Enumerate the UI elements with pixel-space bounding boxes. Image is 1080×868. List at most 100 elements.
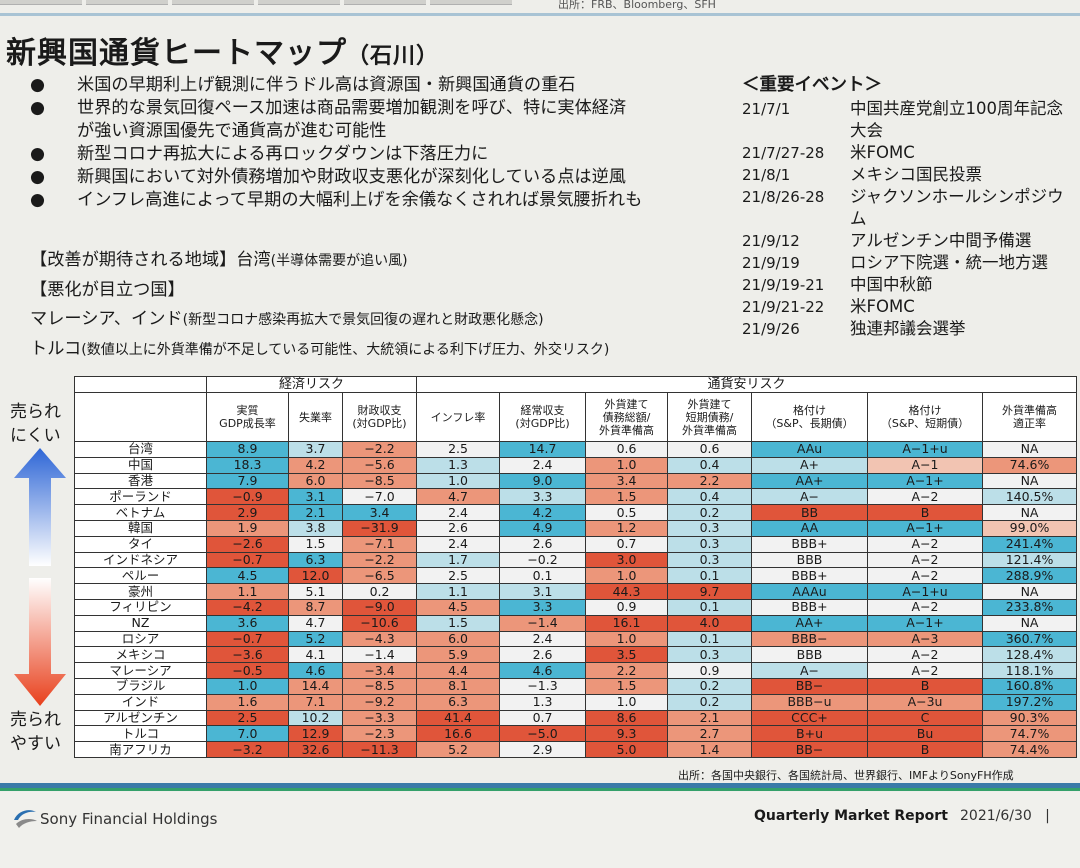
heat-cell: A−1+u (867, 441, 984, 458)
heat-cell: −1.3 (499, 677, 587, 695)
country-cell: インド (74, 693, 207, 711)
table-row: ロシア −0.7 5.2 −4.3 6.0 2.4 1.0 0.1 BBB− A−3 360.7% (74, 630, 1078, 648)
column-header-line: 実質 (236, 404, 259, 417)
event-date: 21/8/26-28 (742, 188, 825, 206)
heat-cell: 0.9 (585, 598, 669, 616)
heat-cell: A−1+u (867, 583, 984, 600)
column-header-line: （S&P、長期債） (765, 417, 854, 430)
table-row: ブラジル 1.0 14.4 −8.5 8.1 −1.3 1.5 0.2 BB− B 160.8% (74, 677, 1078, 695)
heat-cell: 8.9 (206, 441, 289, 458)
heat-cell: −10.6 (341, 614, 418, 632)
heat-cell: 1.6 (206, 693, 289, 711)
heat-cell: 0.4 (667, 456, 753, 474)
table-row: 台湾 8.9 3.7 −2.2 2.5 14.7 0.6 0.6 AAu A−1+u NA (74, 441, 1078, 458)
heat-cell: 3.5 (585, 646, 669, 664)
axis-top-line2: にくい (10, 426, 61, 446)
heat-cell: 2.6 (499, 535, 587, 553)
heat-cell: 2.2 (585, 662, 669, 679)
heat-cell: 0.3 (667, 646, 753, 664)
heat-cell: 0.3 (667, 551, 753, 569)
heat-cell: 2.1 (288, 504, 343, 521)
heat-cell: A−2 (867, 567, 984, 585)
heat-cell: A−1+ (867, 472, 984, 490)
event-date: 21/9/21-22 (742, 298, 825, 316)
footer (0, 792, 1080, 868)
heat-cell: 0.1 (499, 567, 587, 585)
heat-cell: −11.3 (341, 741, 418, 758)
event-text: 中国共産党創立100周年記念大会 (850, 99, 1063, 140)
heat-cell: 9.3 (585, 725, 669, 743)
heat-cell: BBB+ (751, 567, 869, 585)
heat-cell: 1.3 (499, 693, 587, 711)
heat-cell: −3.2 (206, 741, 289, 758)
event-item: 21/7/1 中国共産党創立100周年記念大会 (742, 98, 1078, 142)
heat-cell: 4.4 (416, 662, 501, 679)
events-list: 21/7/1 中国共産党創立100周年記念大会 21/7/27-28 米FOMC 21/… (742, 98, 1078, 340)
events-title: ＜重要イベント＞ (742, 75, 882, 95)
heat-cell: AA (751, 519, 869, 537)
table-row: 南アフリカ −3.2 32.6 −11.3 5.2 2.9 5.0 1.4 BB− B 74.4% (74, 741, 1078, 758)
heat-cell: −3.6 (206, 646, 289, 664)
bullet-text: インフレ高進によって早期の大幅利上げを余儀なくされれば景気腰折れも (77, 190, 643, 210)
heat-cell: 0.2 (667, 677, 753, 695)
heat-cell: 3.3 (499, 598, 587, 616)
heat-cell: 4.0 (667, 614, 753, 632)
heat-cell: 7.9 (206, 472, 289, 490)
heat-cell: 99.0% (982, 519, 1078, 537)
bullet-item: ● 新興国において対外債務増加や財政収支悪化が深刻化している点は逆風 (30, 166, 740, 189)
heat-cell: 160.8% (982, 677, 1078, 695)
heat-cell: 3.4 (585, 472, 669, 490)
column-header-line: (対GDP比) (515, 417, 570, 430)
heat-cell: 8.1 (416, 677, 501, 695)
bullet-item: ● 米国の早期利上げ観測に伴うドル高は資源国・新興国通貨の重石 (30, 74, 740, 97)
heat-cell: 3.8 (288, 519, 343, 537)
heat-cell: 3.1 (288, 488, 343, 506)
column-header: 格付け （S&P、短期債） (867, 392, 984, 442)
table-row: タイ −2.6 1.5 −7.1 2.4 2.6 0.7 0.3 BBB+ A−2 241.4% (74, 535, 1078, 553)
regions-notes: 【改善が期待される地域】台湾(半導体需要が追い風) 【悪化が目立つ国】 マレーシ… (30, 246, 609, 365)
heat-cell: 10.2 (288, 709, 343, 727)
heat-cell: 1.5 (288, 535, 343, 553)
worse2-note: (数値以上に外貨準備が不足している可能性、大統領による利下げ圧力、外交リスク) (81, 342, 610, 358)
heat-cell: AA+ (751, 472, 869, 490)
heat-cell: 5.1 (288, 583, 343, 600)
heat-cell: 6.3 (288, 551, 343, 569)
heat-cell: BB (751, 504, 869, 521)
heat-cell: A−2 (867, 535, 984, 553)
heat-cell: 1.0 (206, 677, 289, 695)
column-header-line: 外貨準備高 (682, 423, 738, 437)
event-date: 21/9/26 (742, 320, 800, 338)
table-row: 中国 18.3 4.2 −5.6 1.3 2.4 1.0 0.4 A+ A−1 74.6% (74, 456, 1078, 474)
event-text: 米FOMC (850, 143, 915, 162)
heat-cell: 74.6% (982, 456, 1078, 474)
heat-cell: 4.6 (499, 662, 587, 679)
heat-cell: 6.0 (416, 630, 501, 648)
heat-cell: 128.4% (982, 646, 1078, 664)
heat-cell: 121.4% (982, 551, 1078, 569)
title-author: （石川） (347, 44, 440, 69)
bullet-item: が強い資源国優先で通貨高が進む可能性 (30, 120, 740, 143)
heat-cell: 0.1 (667, 598, 753, 616)
heat-cell: 18.3 (206, 456, 289, 474)
heat-cell: 1.9 (206, 519, 289, 537)
heat-cell: 5.2 (416, 741, 501, 758)
heat-cell: 4.9 (499, 519, 587, 537)
heat-cell: C (867, 709, 984, 727)
column-header-line: 適正率 (1013, 417, 1047, 430)
event-item: 21/9/12 アルゼンチン中間予備選 (742, 230, 1078, 252)
heat-cell: −9.2 (341, 693, 418, 711)
heat-cell: 0.7 (499, 709, 587, 727)
axis-label-top: 売られ にくい (10, 400, 61, 448)
heat-cell: −2.6 (206, 535, 289, 553)
heat-cell: BBB− (751, 630, 869, 648)
heat-cell: 8.7 (288, 598, 343, 616)
heat-cell: 1.2 (585, 519, 669, 537)
event-date: 21/9/12 (742, 232, 800, 250)
heat-cell: 0.1 (667, 567, 753, 585)
heat-cell: 9.0 (499, 472, 587, 490)
table-row: ペルー 4.5 12.0 −6.5 2.5 0.1 1.0 0.1 BBB+ A−2 288.9% (74, 567, 1078, 585)
heat-cell: 8.6 (585, 709, 669, 727)
heat-cell: 41.4 (416, 709, 501, 727)
table-row: メキシコ −3.6 4.1 −1.4 5.9 2.6 3.5 0.3 BBB A−2 128.4% (74, 646, 1078, 664)
country-cell: ポーランド (74, 488, 207, 506)
